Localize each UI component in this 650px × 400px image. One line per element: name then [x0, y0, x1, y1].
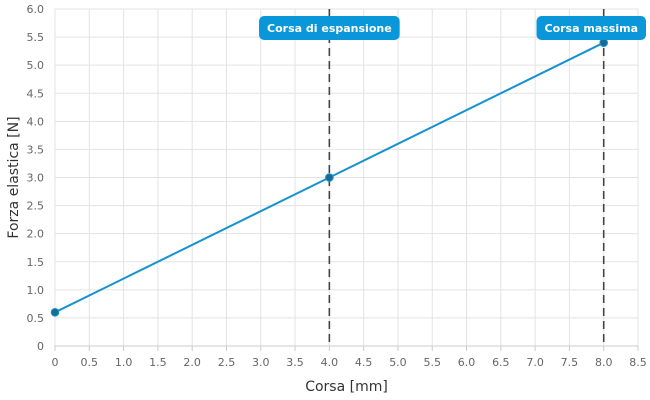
data-point: [50, 308, 60, 317]
y-axis-ticks: 0 0.5 1.0 1.5 2.0 2.5 3.0 3.5 4.0 4.5 5.0 5.5 6.0: [27, 3, 45, 353]
data-point: [599, 38, 609, 48]
annotation-label: Corsa massima: [536, 16, 646, 40]
x-tick-label: 5.0: [389, 356, 407, 369]
x-tick-label: 6.5: [492, 356, 510, 369]
annotation-box: [536, 16, 646, 40]
grid-lines: [54, 8, 639, 347]
y-tick-label: 4.5: [27, 87, 45, 100]
x-tick-label: 4.5: [355, 356, 373, 369]
x-tick-label: 0.5: [81, 356, 99, 369]
annotation-labels: Corsa di espansione Corsa massima: [259, 16, 646, 40]
x-tick-label: 3.5: [286, 356, 304, 369]
x-tick-label: 7.0: [526, 356, 544, 369]
y-axis-title: Forza elastica [N]: [6, 116, 22, 238]
y-tick-label: 0: [37, 340, 44, 353]
x-tick-label: 8.5: [629, 356, 647, 369]
x-tick-label: 6.0: [458, 356, 476, 369]
y-tick-label: 5.5: [27, 31, 45, 44]
y-tick-label: 0.5: [27, 312, 45, 325]
x-tick-label: 4.0: [321, 356, 339, 369]
y-tick-label: 4.0: [27, 115, 45, 128]
y-tick-label: 3.5: [27, 143, 45, 156]
x-tick-label: 7.5: [561, 356, 579, 369]
data-point: [325, 173, 334, 182]
x-tick-label: 5.5: [423, 356, 441, 369]
y-tick-label: 2.5: [27, 200, 45, 213]
reference-lines: [328, 9, 605, 346]
annotation-text: Corsa di espansione: [267, 22, 392, 35]
x-tick-label: 2.5: [218, 356, 236, 369]
annotation-box: [259, 16, 400, 40]
x-axis-ticks: 0 0.5 1.0 1.5 2.0 2.5 3.0 3.5 4.0 4.5 5.0 5.5 6.0 6.5…: [52, 346, 647, 369]
x-tick-label: 1.0: [115, 356, 133, 369]
y-tick-label: 6.0: [27, 3, 45, 16]
x-tick-label: 8.0: [595, 356, 613, 369]
x-tick-label: 2.0: [183, 356, 201, 369]
y-tick-label: 3.0: [27, 172, 45, 185]
x-tick-label: 3.0: [252, 356, 270, 369]
annotation-text: Corsa massima: [545, 22, 639, 35]
y-tick-label: 1.0: [27, 284, 45, 297]
x-tick-label: 0: [52, 356, 59, 369]
x-axis-title: Corsa [mm]: [305, 379, 388, 395]
series-layer: [50, 38, 609, 317]
y-tick-label: 1.5: [27, 256, 45, 269]
annotation-label: Corsa di espansione: [259, 16, 400, 40]
y-tick-label: 5.0: [27, 59, 45, 72]
x-tick-label: 1.5: [149, 356, 167, 369]
y-tick-label: 2.0: [27, 228, 45, 241]
